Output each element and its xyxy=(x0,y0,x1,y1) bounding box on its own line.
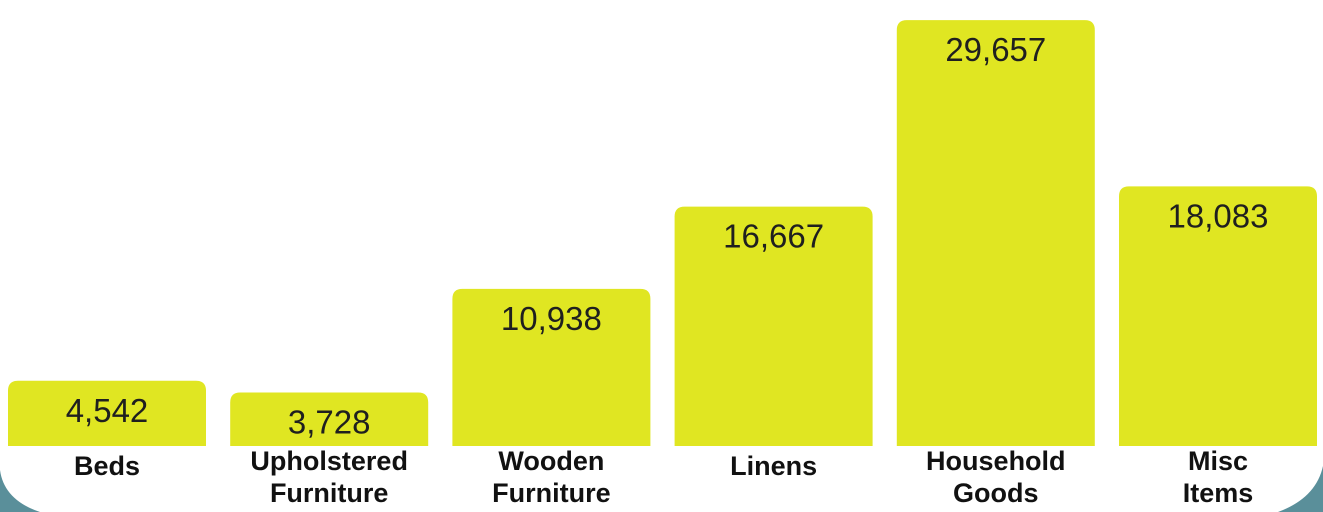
corner-accent-right xyxy=(1278,466,1323,512)
bars-group xyxy=(8,20,1317,447)
bar-1 xyxy=(230,392,429,446)
value-labels-group: 4,542 3,728 10,938 16,667 29,657 18,083 xyxy=(66,31,1269,440)
bar-3 xyxy=(674,206,873,446)
category-label-1-line-0: Upholstered xyxy=(250,446,408,476)
value-label-1: 3,728 xyxy=(288,403,371,440)
category-label-1-line-1: Furniture xyxy=(270,478,389,508)
corner-accent-left xyxy=(0,470,40,512)
category-label-3-line-0: Linens xyxy=(730,451,817,481)
value-label-5: 18,083 xyxy=(1168,197,1269,234)
category-label-5-line-0: Misc xyxy=(1188,446,1248,476)
category-label-0-line-0: Beds xyxy=(74,451,140,481)
value-label-0: 4,542 xyxy=(66,392,149,429)
category-label-4-line-0: Household xyxy=(926,446,1066,476)
category-label-5-line-1: Items xyxy=(1183,478,1254,508)
value-label-3: 16,667 xyxy=(723,218,824,255)
bar-2 xyxy=(452,288,651,446)
bar-4 xyxy=(896,20,1095,447)
value-label-4: 29,657 xyxy=(945,31,1046,68)
bar-0 xyxy=(8,380,206,446)
category-label-2-line-0: Wooden xyxy=(498,446,604,476)
value-label-2: 10,938 xyxy=(501,300,602,337)
category-label-2-line-1: Furniture xyxy=(492,478,611,508)
category-labels-group: Beds UpholsteredFurnitureWoodenFurnitureL… xyxy=(74,446,1253,508)
category-label-4-line-1: Goods xyxy=(953,478,1039,508)
bar-5 xyxy=(1119,186,1317,446)
